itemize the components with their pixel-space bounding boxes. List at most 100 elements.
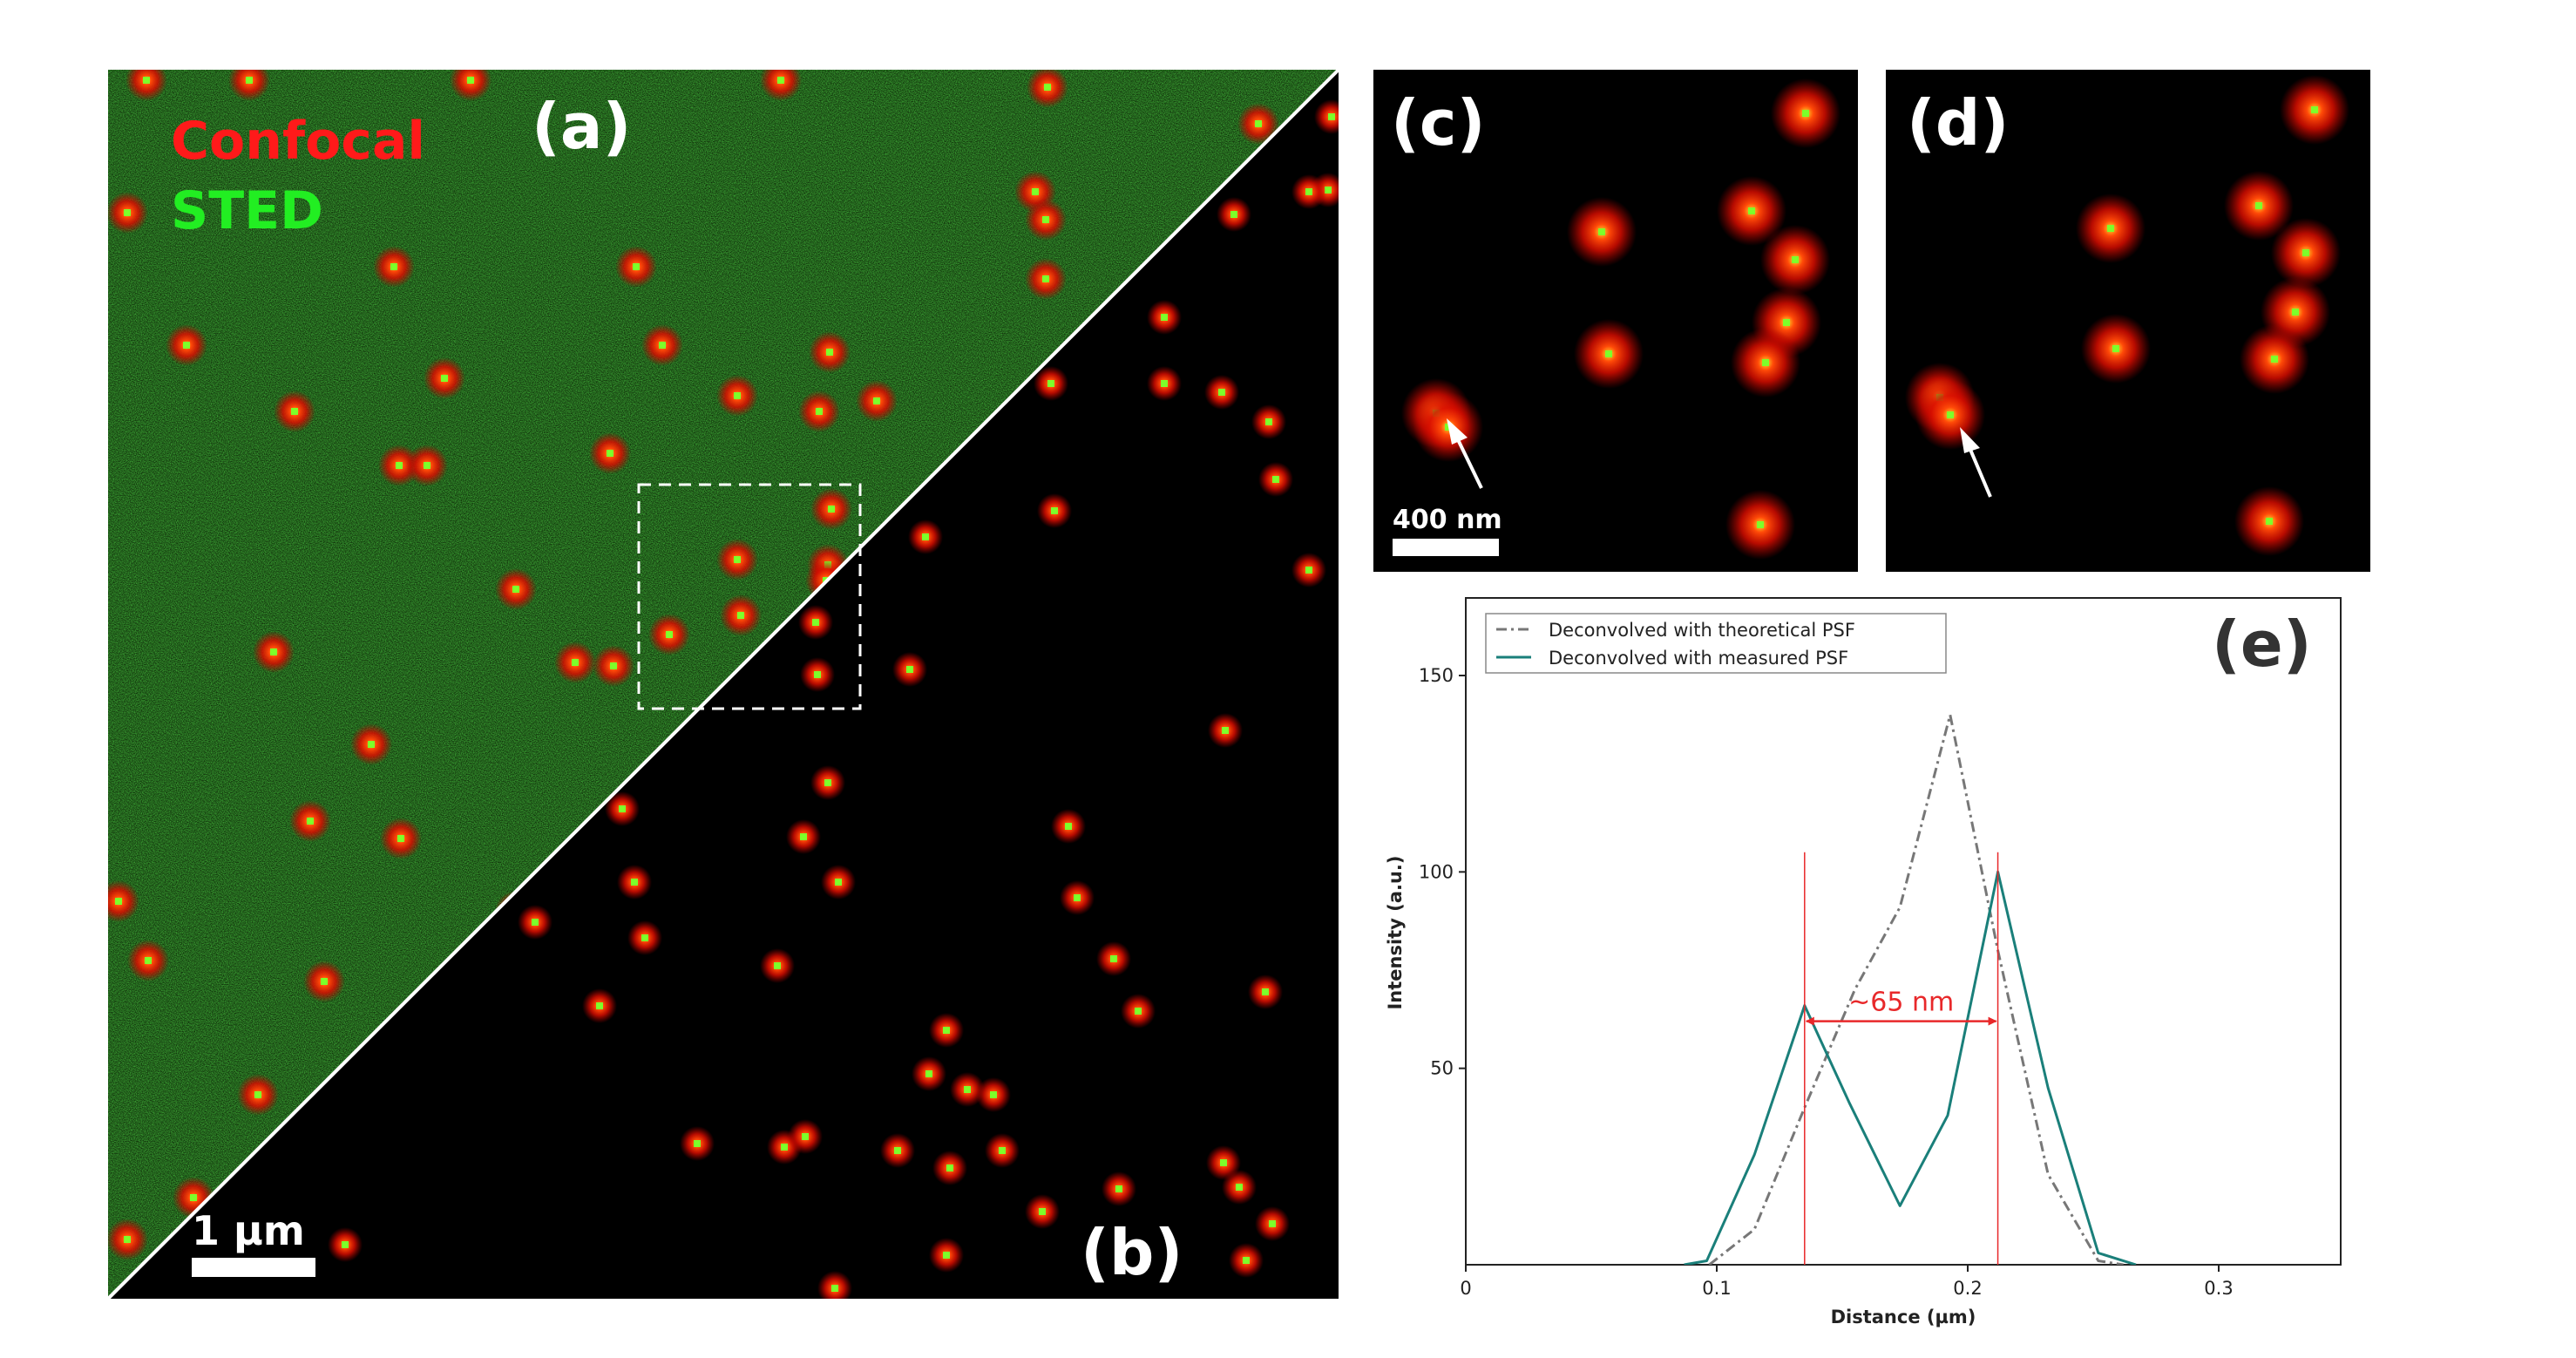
diagonal-divider [106,68,1340,1300]
sted-spot-core [270,648,277,655]
sted-spot-core [1032,188,1039,195]
sted-spot-core [1074,894,1081,901]
sted-spot-core [1051,507,1058,514]
sted-spot-core [1047,380,1054,387]
sted-spot-core [607,450,613,457]
panel-a-b-image: Confocal STED (a) (b) 1 µm [106,68,1340,1300]
sted-spot-core [441,375,448,382]
scalebar-400nm [1393,539,1499,556]
sted-spot-core [1757,521,1764,528]
sted-spot-core [1598,228,1605,235]
sted-spot-core [737,612,744,619]
sted-spot-core [246,77,253,84]
sted-spot-core [943,1252,950,1259]
sted-spot-core [1065,823,1072,830]
sted-spot-core [619,805,626,812]
sted-spot-core [2292,309,2299,316]
sted-spot-core [814,671,821,678]
sted-spot-core [990,1091,997,1098]
panel-c-label: (c) [1391,86,1486,160]
panel-e-label: (e) [2212,608,2312,681]
sted-spot-core [143,77,150,84]
sted-spot-core [2271,356,2278,363]
sted-spot-core [396,462,403,469]
separation-label: ~65 nm [1848,988,1954,1018]
sted-spot-core [816,408,823,415]
sted-spot-core [2311,106,2318,113]
sted-spot-core [1161,380,1168,387]
sted-spot-core [666,631,673,638]
panel-d-image: (d) [1886,70,2370,572]
sted-spot-core [1236,1184,1243,1191]
sted-spot-core [145,957,152,964]
sted-spot-core [1110,955,1117,962]
y-axis-label: Intensity (a.u.) [1385,855,1406,1009]
sted-spot-core [1218,389,1225,396]
sted-spot-core [2255,202,2262,209]
sted-spot-core [828,506,835,513]
sted-spot-core [291,408,298,415]
sted-spot-core [2266,518,2273,525]
series-line-measured [1684,870,2137,1265]
sted-spot-core [922,533,929,540]
sted-spot-core [572,659,579,666]
sted-spot-core [321,978,328,985]
sted-spot-core [943,1027,950,1034]
sted-spot-core [424,462,430,469]
sted-spot-core [835,879,842,886]
sted-spot-core [254,1091,261,1098]
sted-spot-core [812,619,819,626]
sted-spot-core [1328,113,1335,120]
sted-spot-core [824,779,831,786]
sted-spot-core [999,1147,1006,1154]
sted-spot-core [946,1164,953,1171]
sted-spot-core [1762,359,1769,366]
panel-b-label: (b) [1081,1216,1183,1289]
sted-spot-core [734,392,741,399]
sted-spot-core [831,1285,838,1292]
x-tick-label: 0.3 [2204,1278,2233,1299]
sted-spot-core [1230,211,1237,218]
sted-spot-core [2302,249,2309,256]
chart-legend [1485,613,1947,674]
sted-spot-core [1265,418,1272,425]
sted-spot-core [800,833,807,840]
zoom-region-box [637,483,862,710]
x-tick-label: 0.1 [1702,1278,1731,1299]
sted-spot-core [190,1194,197,1201]
sted-spot-core [774,962,781,969]
sted-spot-core [1255,120,1262,127]
panel-a-label: (a) [532,90,631,163]
sted-spot-core [1039,1208,1046,1215]
sted-spot-core [1042,216,1049,223]
sted-spot-core [1802,110,1809,117]
sted-spot-core [1243,1257,1250,1264]
sted-spot-core [894,1147,901,1154]
sted-spot-core [826,349,833,356]
sted-spot-core [368,741,375,748]
sted-spot-core [873,397,880,404]
sted-spot-core [925,1070,932,1077]
sted-spot-core [1305,567,1312,574]
sted-spot-core [1161,314,1168,321]
sted-spot-core [512,586,519,593]
sted-spot-core [633,263,640,270]
y-tick-label: 50 [1430,1058,1454,1079]
sted-spot-core [1044,84,1051,91]
sted-spot-core [777,77,784,84]
sted-spot-core [307,818,314,825]
sted-spot-core [1947,411,1954,418]
legend-label-theoretical: Deconvolved with theoretical PSF [1549,620,1855,641]
sted-spot-core [964,1086,971,1093]
sted-spot-core [467,77,474,84]
sted-spot-core [1269,1220,1276,1227]
sted-spot-core [342,1241,349,1248]
sted-spot-core [659,342,666,349]
legend-label-measured: Deconvolved with measured PSF [1549,648,1848,669]
sted-spot-core [1305,188,1312,195]
scalebar-1um [192,1258,315,1277]
sted-spot-core [596,1002,603,1009]
sted-spot-core [1792,256,1799,263]
y-tick-label: 100 [1419,861,1454,882]
